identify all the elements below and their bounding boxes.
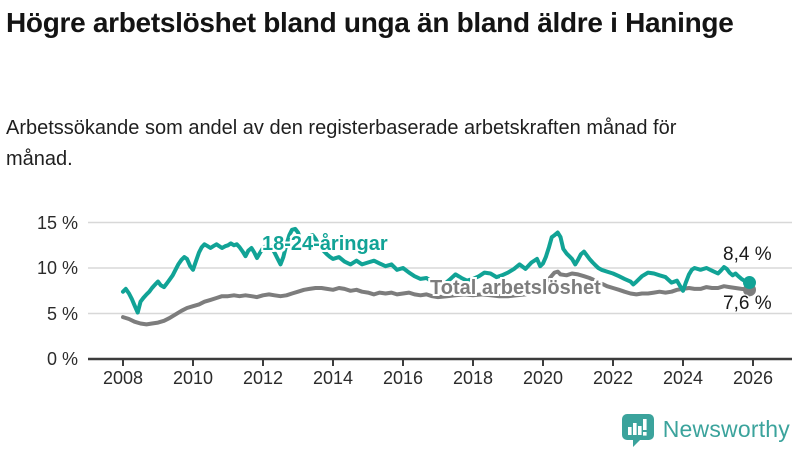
page-title: Högre arbetslöshet bland unga än bland ä… [6, 7, 734, 38]
chart-subtitle: Arbetssökande som andel av den registerb… [6, 117, 677, 170]
series-end-dot [743, 276, 756, 290]
series-line [121, 226, 752, 315]
bar-chart-speech-bubble-icon [621, 414, 654, 447]
newsworthy-logo: Newsworthy [619, 410, 790, 448]
x-tick-label: 2012 [242, 368, 284, 388]
newsworthy-wordmark: Newsworthy [662, 415, 790, 442]
y-tick-label: 0 % [46, 349, 78, 369]
x-tick-label: 2022 [592, 368, 634, 388]
end-value-label-young: 8,4 % [723, 244, 772, 265]
y-tick-label: 15 % [36, 212, 78, 233]
x-tick-label: 2020 [522, 368, 564, 388]
series-label-total: Total arbetslöshet [430, 277, 601, 299]
series-label-young: 18-24-åringar [262, 233, 388, 255]
end-value-label-total: 7,6 % [723, 293, 772, 314]
y-tick-label: 5 % [46, 303, 78, 324]
y-tick-label: 10 % [36, 258, 78, 278]
x-tick-label: 2024 [662, 368, 704, 388]
x-tick-label: 2010 [172, 368, 214, 388]
x-tick-label: 2016 [382, 368, 424, 388]
x-tick-label: 2014 [312, 368, 354, 388]
series-line [121, 269, 752, 327]
x-tick-label: 2026 [732, 368, 774, 388]
x-tick-label: 2008 [102, 368, 144, 388]
x-tick-label: 2018 [452, 368, 494, 388]
